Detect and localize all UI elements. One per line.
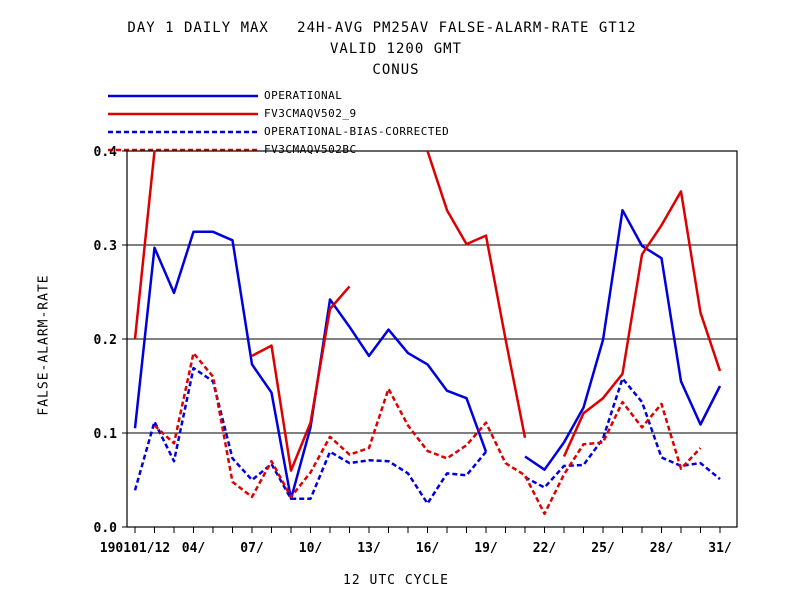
legend-label-operational-bc: OPERATIONAL-BIAS-CORRECTED	[264, 125, 450, 138]
y-tick-label-0: 0.0	[94, 521, 118, 536]
x-tick-label-1: 04/	[182, 541, 206, 556]
x-tick-label-3: 10/	[299, 541, 323, 556]
y-axis-label: FALSE-ALARM-RATE	[36, 274, 52, 416]
chart-subtitle: VALID 1200 GMT	[329, 41, 462, 57]
x-tick-label-9: 28/	[650, 541, 674, 556]
series-line-1-seg-3	[426, 151, 527, 438]
series-line-0-seg-0	[133, 230, 488, 501]
series-line-1-seg-2	[251, 285, 351, 472]
x-tick-label-0: 190101/12	[100, 541, 170, 556]
x-tick-label-10: 31/	[708, 541, 732, 556]
y-tick-label-1: 0.1	[94, 427, 118, 442]
y-tick-label-3: 0.3	[94, 239, 117, 254]
x-tick-label-2: 07/	[240, 541, 264, 556]
legend-swatch-operational	[108, 94, 258, 98]
x-axis-label: 12 UTC CYCLE	[343, 573, 449, 588]
series-line-3-seg-0	[153, 351, 702, 516]
series-line-0-seg-1	[524, 208, 722, 471]
y-tick-label-2: 0.2	[94, 333, 117, 348]
legend-swatch-fv3cmaq	[108, 112, 258, 116]
chart-title: DAY 1 DAILY MAX 24H-AVG PM25AV FALSE-ALA…	[127, 20, 637, 36]
x-tick-label-4: 13/	[357, 541, 381, 556]
x-tick-label-8: 25/	[591, 541, 615, 556]
legend-swatch-fv3cmaq-bc	[108, 148, 258, 152]
series-line-1-seg-4	[562, 190, 722, 458]
legend-swatch-operational-bc	[108, 130, 258, 134]
legend-label-operational: OPERATIONAL	[264, 89, 343, 102]
x-tick-label-5: 16/	[416, 541, 440, 556]
legend-label-fv3cmaq-bc: FV3CMAQV502BC	[264, 143, 357, 156]
series-line-2-seg-1	[524, 377, 721, 489]
x-tick-label-7: 22/	[533, 541, 557, 556]
series-line-2-seg-0	[133, 366, 487, 505]
series-line-1-seg-0	[133, 151, 156, 340]
legend-label-fv3cmaq: FV3CMAQV502_9	[264, 107, 357, 120]
y-tick-label-4: 0.4	[94, 145, 118, 160]
x-tick-label-6: 19/	[474, 541, 498, 556]
chart-region: CONUS	[372, 62, 420, 78]
